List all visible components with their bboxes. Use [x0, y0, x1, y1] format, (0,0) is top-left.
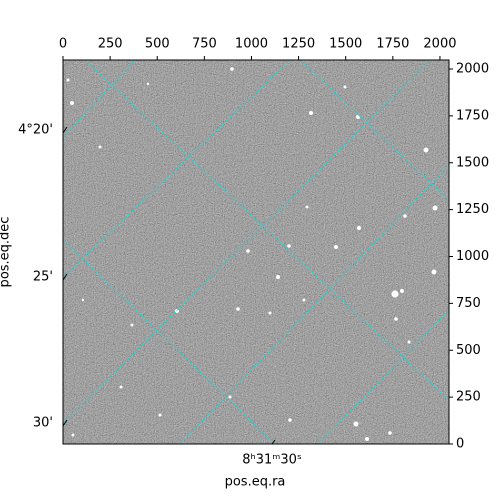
- x-tick-label: 250: [98, 37, 123, 52]
- x-axis-label: pos.eq.ra: [225, 475, 286, 490]
- x-tick-label: 500: [145, 37, 170, 52]
- x-tick-label: 1750: [376, 37, 409, 52]
- y-tick-label: 2000: [456, 62, 489, 77]
- x-tick-label: 2000: [423, 37, 456, 52]
- grid-line: [299, 60, 449, 201]
- sky-image: [63, 60, 449, 444]
- y-tick-label: 1500: [456, 155, 489, 170]
- grid-line: [63, 239, 276, 444]
- stars: [66, 67, 438, 441]
- y-tick-label: 1250: [456, 202, 489, 217]
- x-tick-label: 1000: [235, 37, 268, 52]
- dec-tick-label: 25': [33, 270, 53, 285]
- grid-line: [63, 60, 291, 278]
- grid-line: [317, 309, 449, 444]
- dec-tick-label: 4°20': [18, 123, 53, 138]
- y-tick-label: 1000: [456, 249, 489, 264]
- ra-tick-label: 8ʰ31ᵐ30ˢ: [242, 453, 302, 468]
- x-tick-label: 1250: [282, 37, 315, 52]
- plot-frame: [62, 59, 450, 445]
- grid-line: [84, 60, 449, 401]
- x-tick-label: 750: [192, 37, 217, 52]
- wcs-grid: [63, 60, 449, 444]
- grid-line: [63, 60, 431, 424]
- y-tick-label: 0: [456, 437, 464, 452]
- dec-tick: [62, 419, 68, 427]
- grid-line: [179, 164, 449, 444]
- y-axis-label: pos.eq.dec: [0, 217, 13, 288]
- grid-line: [63, 60, 136, 138]
- y-tick-label: 250: [456, 390, 481, 405]
- dec-tick: [62, 273, 68, 281]
- ra-tick: [271, 439, 276, 445]
- y-tick-label: 750: [456, 296, 481, 311]
- x-tick-label: 1500: [329, 37, 362, 52]
- y-tick-label: 1750: [456, 108, 489, 123]
- y-tick-label: 500: [456, 343, 481, 358]
- x-tick-label: 0: [59, 37, 67, 52]
- dec-tick: [62, 126, 68, 134]
- dec-tick-label: 30': [33, 416, 53, 431]
